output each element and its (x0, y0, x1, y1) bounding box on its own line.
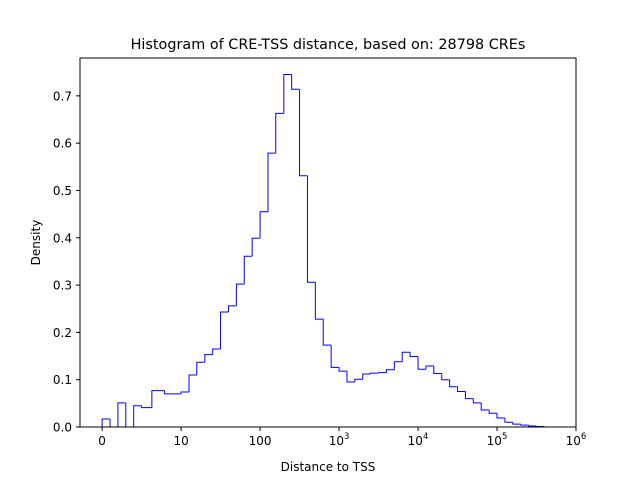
histogram-bin (449, 379, 458, 388)
histogram-bin (464, 391, 474, 400)
chart-title: Histogram of CRE-TSS distance, based on:… (131, 37, 526, 53)
y-tick-label: 0.5 (53, 184, 72, 198)
y-tick-label: 0.7 (53, 89, 72, 103)
histogram-bin (362, 373, 371, 380)
histogram-bin (354, 378, 363, 383)
histogram-bin (528, 425, 537, 427)
y-tick-label: 0.2 (53, 326, 72, 340)
y-axis: 0.0 0.1 0.2 0.3 0.4 0.5 0.6 0.7 (53, 89, 80, 435)
histogram-bin (125, 402, 134, 428)
histogram-bin (117, 402, 126, 427)
x-tick-label: 100 (249, 434, 272, 448)
histogram-bin (401, 351, 411, 362)
histogram-bin (457, 386, 466, 393)
histogram-bin (370, 372, 379, 375)
histogram-bin (322, 319, 332, 346)
histogram-bin (259, 211, 268, 239)
histogram-bin (504, 418, 513, 423)
histogram-bin (101, 418, 111, 427)
histogram-bin (251, 237, 261, 257)
histogram-bin (330, 345, 340, 368)
histogram-bin (283, 74, 292, 114)
histogram-bin (488, 409, 498, 414)
y-tick-label: 0.1 (53, 373, 72, 387)
histogram-bin (385, 369, 395, 373)
histogram-bin (520, 424, 529, 426)
histogram-bin (141, 405, 152, 409)
x-tick-label: 105 (487, 432, 508, 448)
histogram-bin (480, 402, 490, 411)
y-tick-label: 0.6 (53, 137, 72, 151)
histogram-bin (472, 398, 482, 404)
x-tick-label: 104 (408, 432, 429, 448)
histogram-bin (393, 361, 403, 370)
histogram-bin (151, 390, 165, 408)
histogram-bin (267, 152, 276, 212)
histogram-bin (314, 282, 324, 320)
histogram-bars (101, 74, 553, 428)
histogram-bin (227, 305, 237, 313)
histogram-bin (306, 175, 316, 283)
plot-frame (79, 57, 577, 428)
histogram-bin (196, 361, 205, 375)
x-tick-label: 0 (98, 434, 106, 448)
histogram-bin (133, 405, 142, 427)
histogram-bin (346, 371, 355, 383)
histogram-bin (441, 373, 450, 381)
x-axis-label: Distance to TSS (281, 460, 376, 474)
histogram-bin (235, 283, 245, 306)
histogram-bin (243, 255, 253, 285)
histogram-bin (164, 390, 182, 395)
histogram-bin (220, 311, 229, 349)
histogram-bin (425, 365, 434, 370)
y-tick-label: 0.4 (53, 231, 72, 245)
histogram-bin (409, 352, 419, 358)
histogram-bin (275, 112, 284, 154)
x-tick-label: 10 (173, 434, 188, 448)
x-axis: 0 10 100 103 104 105 106 (98, 427, 586, 448)
histogram-bin (204, 354, 213, 363)
histogram-bin (109, 418, 118, 428)
histogram-bin (338, 367, 347, 372)
histogram-bin (299, 89, 308, 177)
x-tick-label: 106 (566, 432, 587, 448)
histogram-bin (188, 374, 197, 392)
y-tick-label: 0.3 (53, 279, 72, 293)
y-tick-label: 0.0 (53, 421, 72, 435)
histogram-bin (512, 422, 521, 425)
x-tick-label: 103 (329, 432, 350, 448)
y-axis-label: Density (29, 220, 43, 266)
histogram-bin (496, 413, 505, 419)
histogram-bin (212, 348, 221, 355)
histogram-bin (433, 365, 442, 375)
histogram-bin (180, 391, 190, 394)
histogram-bin (291, 74, 300, 90)
histogram-bin (417, 356, 426, 370)
